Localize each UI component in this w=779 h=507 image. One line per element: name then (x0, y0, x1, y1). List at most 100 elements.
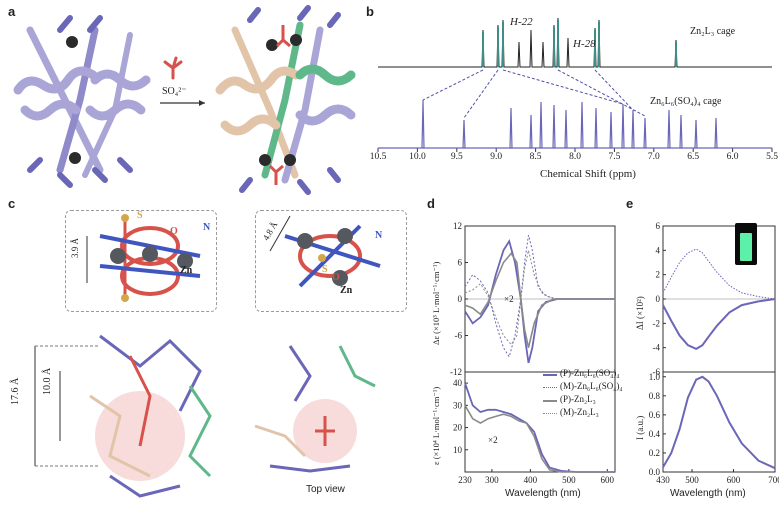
trace-label-zn6l6: Zn₆L₆(SO₄)₄ cage (650, 96, 722, 107)
panel-letter-e: e (626, 196, 634, 211)
nmr-xtick-labels: 10.5 10.0 9.5 9.0 8.5 8.0 7.5 7.0 6.5 6.0 5.5 (370, 152, 779, 166)
detail-box-side (65, 210, 217, 312)
ytick-label: -6 (653, 367, 661, 377)
legend-item-p-zn6: (P)-Zn₆L₆(SO₄)₄ (543, 368, 625, 381)
legend-label-p-zn2: (P)-Zn₂L₃ (560, 394, 596, 404)
peak-label-h28: H-28 (573, 38, 596, 50)
nmr-xtick-label: 7.0 (647, 152, 660, 162)
ytick-label: 12 (453, 221, 462, 231)
legend-label-m-zn2: (M)-Zn₂L₃ (560, 407, 599, 417)
xtick-label: 300 (485, 475, 499, 485)
vial-liquid (740, 233, 752, 261)
ytick-label: -6 (455, 331, 463, 341)
legend-item-m-zn2: (M)-Zn₂L₃ (543, 407, 625, 420)
xtick-label: 500 (562, 475, 576, 485)
d-ylabel-top: Δε (×10³ L·mol⁻¹·cm⁻¹) (431, 261, 441, 345)
atom-label-o: O (170, 226, 178, 237)
zn-atom-top (66, 36, 78, 48)
xtick-label: 500 (685, 475, 699, 485)
e-xlabel: Wavelength (nm) (670, 488, 746, 499)
ytick-label: 0.8 (649, 391, 661, 401)
ytick-label: 0 (656, 294, 661, 304)
ytick-label: 10 (453, 445, 463, 455)
xtick-label: 600 (601, 475, 615, 485)
legend-label-p-zn6: (P)-Zn₆L₆(SO₄)₄ (560, 368, 620, 378)
ytick-label: 0.2 (649, 448, 660, 458)
e-ylabel-top: ΔI (×10²) (635, 296, 645, 330)
ytick-label: -12 (450, 367, 462, 377)
legend-swatch-p-zn6 (543, 374, 557, 376)
distance-label-side: 3.9 Å (70, 238, 80, 258)
ytick-label: 20 (453, 423, 463, 433)
d-ylabel-bottom: ε (×10⁴ L·mol⁻¹·cm⁻¹) (431, 386, 441, 465)
atom-label-zn: Zn (180, 265, 193, 276)
xtick-label: 230 (458, 475, 472, 485)
nmr-xtick-label: 6.5 (687, 152, 700, 162)
xtick-label: 400 (524, 475, 538, 485)
nmr-xtick-label: 10.0 (409, 152, 426, 162)
trace-top-highlights (482, 20, 677, 67)
d-annot-x2-top: ×2 (504, 294, 514, 304)
trace-label-zn2l3: Zn₂L₃ cage (690, 26, 736, 37)
sulfate-core-side (86, 214, 201, 302)
legend-swatch-m-zn6 (543, 387, 557, 388)
atom-label-s: S (137, 210, 143, 221)
e-ylabel-bottom: I (a.u.) (635, 415, 645, 440)
panel-letter-d: d (427, 196, 435, 211)
panel-letter-b: b (366, 4, 374, 19)
atom-label-s-tilted: S (322, 264, 328, 275)
ytick-label: 0 (458, 294, 463, 304)
nmr-xtick-label: 8.0 (569, 152, 581, 162)
zn-atom-bottom (69, 152, 81, 164)
ytick-label: -2 (653, 318, 661, 328)
series-line-1 (662, 375, 776, 470)
series-line-1 (464, 382, 615, 473)
ytick-label: -4 (653, 343, 661, 353)
series-line-2 (464, 404, 615, 473)
d-xlabel: Wavelength (nm) (505, 488, 581, 499)
nmr-xtick-label: 6.0 (726, 152, 739, 162)
xtick-label: 700 (768, 475, 779, 485)
xtick-label: 430 (656, 475, 670, 485)
ytick-label: 2 (656, 270, 661, 280)
legend-swatch-p-zn2 (543, 400, 557, 402)
cage-zn6l6so4 (215, 5, 356, 195)
panel-letter-a: a (8, 4, 16, 19)
trace-bottom (378, 99, 772, 149)
series-line-1 (662, 248, 776, 300)
d-bottom-frame (464, 371, 616, 473)
series-line-4 (464, 250, 615, 346)
ytick-label: 4 (656, 245, 661, 255)
atom-label-n-tilted: N (375, 230, 383, 241)
detail-box-tilted (255, 210, 407, 312)
e-bottom-frame (662, 371, 776, 473)
sulfate-icon (163, 56, 183, 80)
nmr-xtick-label: 9.0 (490, 152, 503, 162)
atom-label-zn-tilted: Zn (340, 285, 353, 296)
panel-letter-c: c (8, 196, 16, 211)
nmr-xtick-label: 9.5 (450, 152, 463, 162)
atom-label-o-tilted: O (332, 272, 340, 283)
nmr-xtick-label: 8.5 (529, 152, 542, 162)
xtick-label: 600 (727, 475, 741, 485)
ytick-label: 0.6 (649, 410, 661, 420)
legend-label-m-zn6: (M)-Zn₆L₆(SO₄)₄ (560, 381, 623, 391)
height-label-inner: 10.0 Å (42, 367, 53, 395)
ytick-label: 30 (453, 400, 463, 410)
nmr-xtick-label: 10.5 (369, 152, 387, 162)
atom-label-n: N (203, 222, 211, 233)
ytick-label: 0.0 (649, 467, 661, 477)
nmr-xtick-label: 7.5 (608, 152, 621, 162)
d-annot-x2-bottom: ×2 (488, 435, 498, 445)
legend-item-p-zn2: (P)-Zn₂L₃ (543, 394, 625, 407)
panel-c-structure (34, 214, 381, 498)
d-legend: (P)-Zn₆L₆(SO₄)₄ (M)-Zn₆L₆(SO₄)₄ (P)-Zn₂L… (543, 368, 625, 420)
full-cage-top (254, 345, 376, 473)
top-view-label: Top view (306, 484, 345, 495)
nmr-xlabel: Chemical Shift (ppm) (540, 168, 636, 180)
ytick-label: 0.4 (649, 429, 661, 439)
vial-photo (735, 223, 757, 265)
reagent-label: SO₄²⁻ (162, 86, 187, 97)
height-label-outer: 17.6 Å (10, 377, 21, 405)
